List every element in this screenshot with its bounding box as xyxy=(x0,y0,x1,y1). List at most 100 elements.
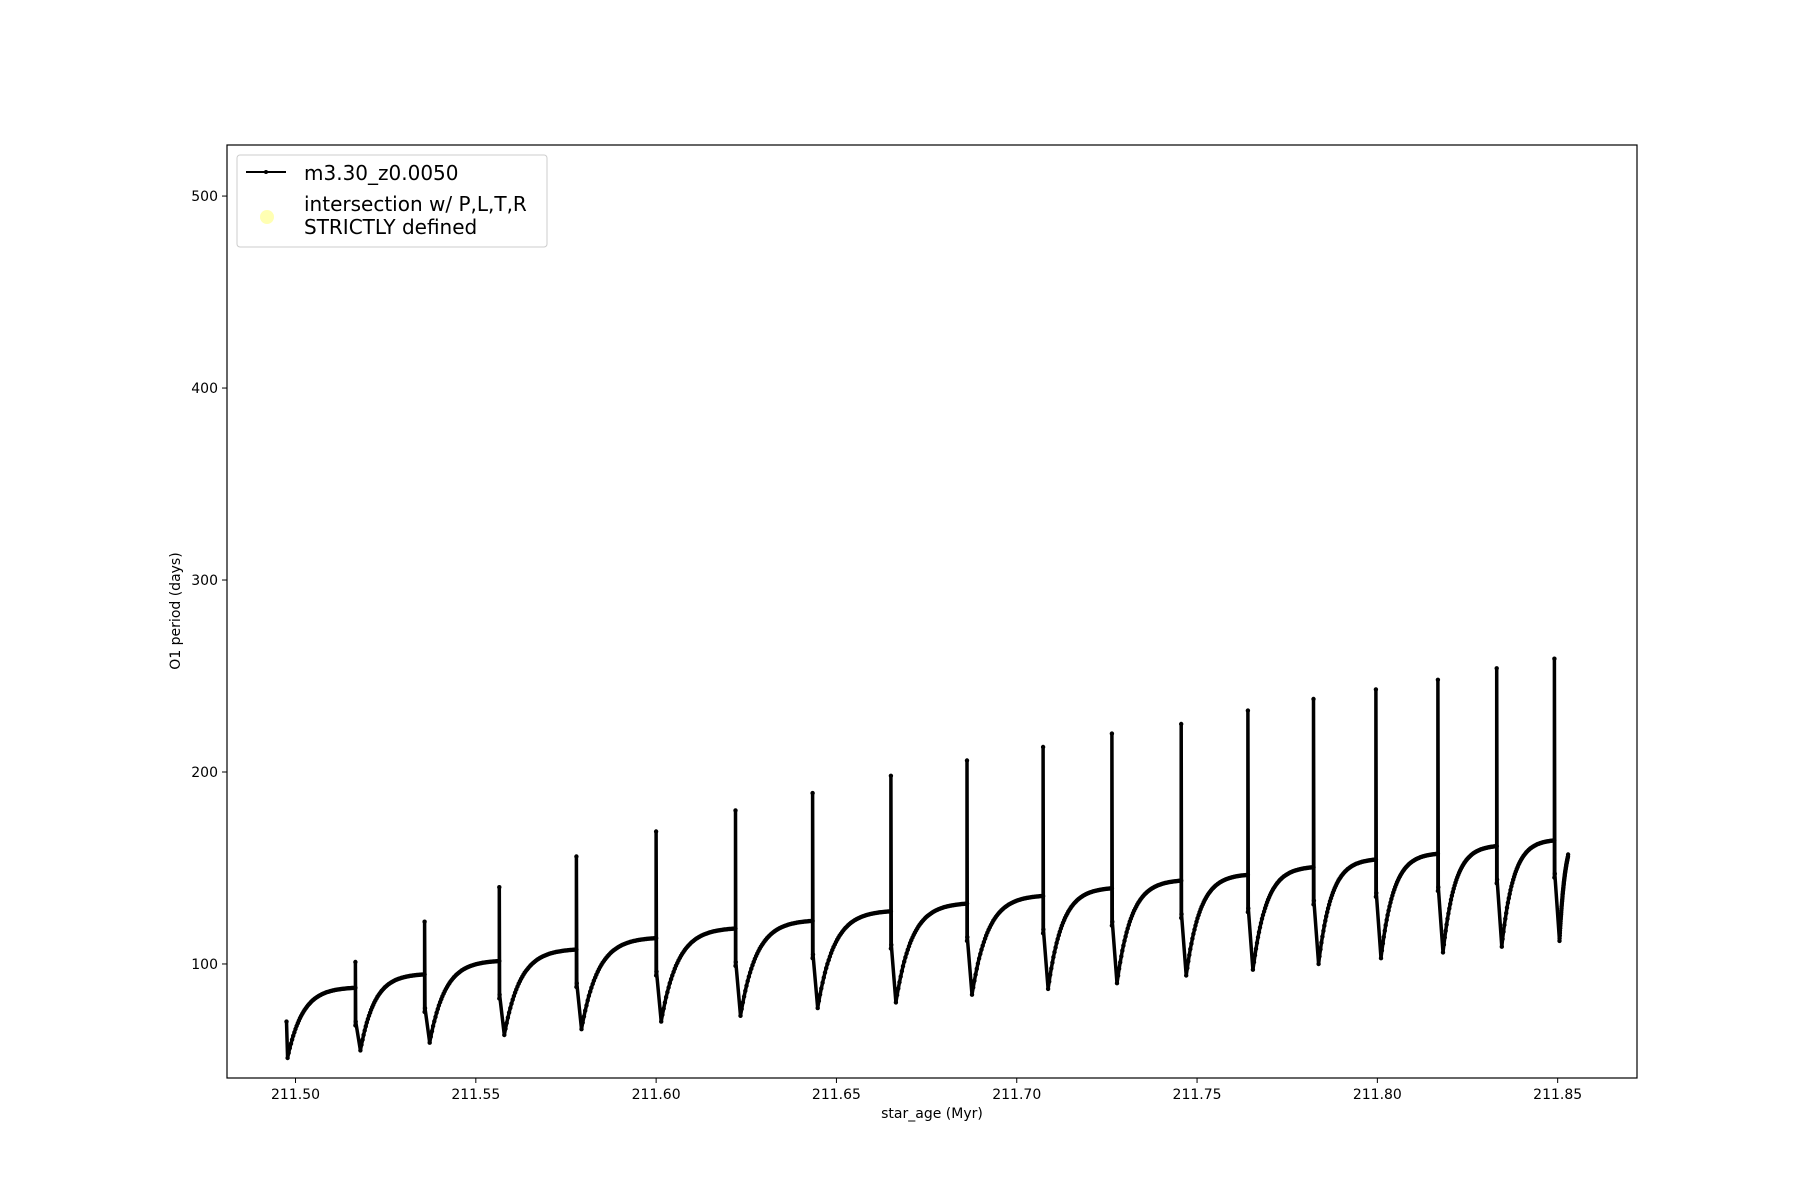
data-point xyxy=(905,947,910,952)
data-point xyxy=(1389,896,1394,902)
data-point xyxy=(1040,744,1046,750)
data-point xyxy=(659,1019,664,1024)
axes-frame xyxy=(226,144,1638,1079)
data-point xyxy=(497,885,502,890)
data-point xyxy=(1323,918,1328,923)
data-point xyxy=(666,985,671,990)
data-point xyxy=(422,919,427,924)
data-point xyxy=(588,989,593,994)
x-tick-label: 211.50 xyxy=(271,1087,320,1103)
data-point xyxy=(422,1005,428,1011)
data-point xyxy=(971,985,976,990)
data-point xyxy=(897,980,902,985)
data-point xyxy=(888,946,894,951)
data-point xyxy=(1500,936,1505,942)
data-point xyxy=(1494,666,1499,671)
data-point xyxy=(1184,973,1189,978)
data-point xyxy=(964,758,970,763)
data-point xyxy=(1109,923,1115,928)
data-point xyxy=(1250,967,1256,972)
data-point xyxy=(432,1019,437,1024)
data-point xyxy=(739,1006,744,1012)
data-point xyxy=(1379,948,1385,953)
data-point xyxy=(733,926,738,931)
data-point xyxy=(1373,857,1379,862)
data-point xyxy=(1435,888,1441,894)
data-point xyxy=(1509,884,1514,889)
data-point xyxy=(1124,930,1129,935)
data-point xyxy=(574,984,579,990)
data-point xyxy=(1179,915,1184,921)
plot-area xyxy=(284,656,1571,1061)
data-point xyxy=(1116,966,1122,971)
data-point xyxy=(1325,909,1330,915)
data-point xyxy=(1311,865,1316,870)
data-point xyxy=(821,975,826,980)
data-point xyxy=(733,959,738,965)
data-point xyxy=(1189,941,1194,946)
data-point xyxy=(1179,911,1184,917)
legend-dot-marker xyxy=(264,170,268,174)
data-point xyxy=(1186,959,1191,964)
data-point xyxy=(1502,922,1507,928)
data-point xyxy=(1442,935,1448,940)
data-point xyxy=(433,1014,438,1020)
data-point xyxy=(1192,927,1197,932)
data-point xyxy=(1193,923,1198,928)
data-point xyxy=(747,970,753,975)
data-point xyxy=(590,981,595,987)
data-point xyxy=(973,972,978,977)
data-point xyxy=(1499,944,1505,949)
data-point xyxy=(1194,919,1199,924)
data-point xyxy=(428,1034,433,1039)
data-point xyxy=(497,958,502,964)
data-point xyxy=(660,1012,665,1017)
data-point xyxy=(497,992,502,997)
data-point xyxy=(1123,934,1128,939)
data-point xyxy=(1122,938,1127,943)
data-point xyxy=(1188,946,1193,952)
data-point xyxy=(969,992,975,997)
data-point xyxy=(1381,934,1387,940)
data-point xyxy=(364,1020,369,1025)
data-point xyxy=(1055,936,1060,942)
data-point xyxy=(503,1026,508,1032)
data-point xyxy=(580,1020,585,1025)
data-point xyxy=(1114,981,1120,986)
data-point xyxy=(1052,949,1057,955)
data-point xyxy=(980,943,985,948)
data-point xyxy=(900,964,906,969)
x-tick-label: 211.60 xyxy=(632,1087,681,1103)
legend: m3.30_z0.0050 intersection w/ P,L,T,R ST… xyxy=(236,154,548,248)
data-point xyxy=(978,951,983,957)
data-point xyxy=(1120,948,1125,953)
y-axis-label: O1 period (days) xyxy=(168,552,184,669)
data-point xyxy=(1118,960,1123,965)
data-point xyxy=(434,1010,439,1015)
data-point xyxy=(574,854,579,859)
x-tick-label: 211.80 xyxy=(1353,1087,1402,1103)
data-point xyxy=(429,1029,435,1034)
data-point xyxy=(964,938,970,944)
data-point xyxy=(1256,930,1262,935)
data-point xyxy=(1385,912,1390,918)
data-point xyxy=(509,1001,514,1006)
data-point xyxy=(1257,925,1263,930)
data-point xyxy=(502,1032,507,1038)
data-point xyxy=(894,992,900,998)
data-point xyxy=(1494,877,1500,882)
data-point xyxy=(284,1019,289,1024)
data-point xyxy=(1054,940,1059,946)
data-point xyxy=(574,981,579,986)
y-tick-label: 400 xyxy=(191,381,218,397)
data-point xyxy=(353,985,358,990)
data-point xyxy=(291,1033,296,1039)
data-point xyxy=(1056,933,1062,938)
data-point xyxy=(1119,954,1124,959)
data-point xyxy=(1444,922,1449,927)
legend-label-intersection-line2: STRICTLY defined xyxy=(304,215,477,239)
data-point xyxy=(899,968,905,974)
data-point xyxy=(749,966,754,971)
data-point xyxy=(1505,900,1511,905)
data-point xyxy=(964,901,970,906)
